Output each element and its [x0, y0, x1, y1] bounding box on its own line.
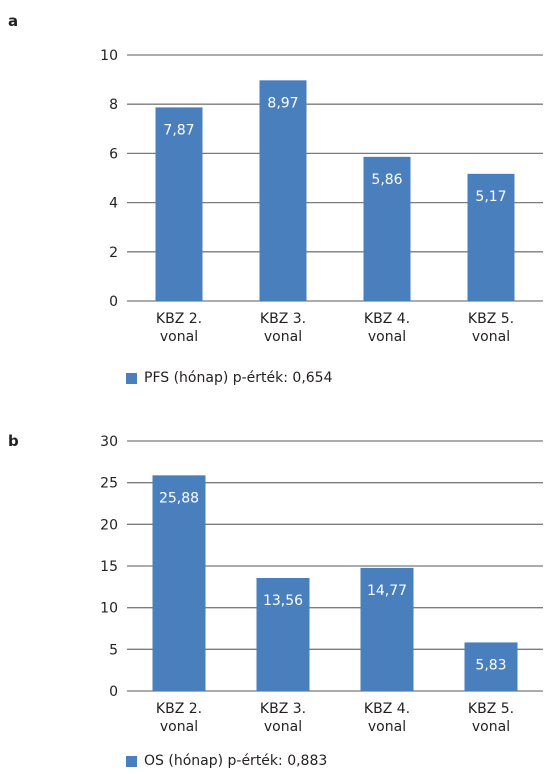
chart-a-bar-0 — [155, 107, 203, 301]
chart-b-category-label-0: KBZ 2. vonal — [156, 701, 202, 735]
chart-b-ytick-4: 20 — [100, 517, 118, 533]
chart-b-value-label-3: 5,83 — [475, 657, 506, 673]
chart-a-svg: 0 2 4 6 8 10 7,87 KBZ 2. vonal 8,97 KBZ 3. vonal 5,8… — [100, 48, 543, 345]
chart-a-bar-3 — [467, 173, 515, 301]
panel-letter-a: a — [8, 12, 19, 30]
chart-a-ytick-1: 2 — [109, 245, 118, 261]
chart-b-value-label-1: 13,56 — [263, 593, 303, 609]
chart-a-ytick-4: 8 — [109, 97, 118, 113]
chart-panel-b: b 0 5 10 15 20 25 30 25,88 KBZ 2. vonal 13,56 KBZ 3… — [0, 420, 546, 774]
chart-b-category-label-3: KBZ 5. vonal — [468, 701, 514, 735]
chart-b-ytick-1: 5 — [109, 642, 118, 658]
chart-b-bar-1 — [256, 578, 310, 691]
chart-a-value-label-0: 7,87 — [163, 122, 194, 138]
legend-swatch-b — [126, 755, 137, 767]
chart-b-category-label-1: KBZ 3. vonal — [260, 701, 306, 735]
chart-a-ytick-5: 10 — [100, 48, 118, 64]
chart-b-value-label-2: 14,77 — [367, 583, 407, 599]
legend-label-b: OS (hónap) p-érték: 0,883 — [144, 753, 328, 769]
chart-a-category-label-0: KBZ 2. vonal — [156, 311, 202, 345]
chart-a-value-label-1: 8,97 — [267, 95, 298, 111]
panel-letter-b: b — [8, 432, 19, 450]
chart-b-category-label-2: KBZ 4. vonal — [364, 701, 410, 735]
legend-swatch-a — [126, 372, 137, 384]
chart-b-svg: 0 5 10 15 20 25 30 25,88 KBZ 2. vonal 13,56 KBZ 3. v… — [100, 434, 543, 735]
chart-b-value-label-0: 25,88 — [159, 490, 199, 506]
legend-b: OS (hónap) p-érték: 0,883 — [126, 753, 327, 769]
chart-a-category-label-2: KBZ 4. vonal — [364, 311, 410, 345]
chart-a-value-label-2: 5,86 — [371, 172, 402, 188]
chart-b-bar-3 — [464, 642, 518, 691]
legend-label-a: PFS (hónap) p-érték: 0,654 — [144, 370, 333, 386]
chart-b-bar-2 — [360, 567, 414, 691]
chart-a-value-label-3: 5,17 — [475, 189, 506, 205]
chart-a-ytick-2: 4 — [109, 196, 118, 212]
chart-b-ytick-2: 10 — [100, 601, 118, 617]
chart-a-category-label-3: KBZ 5. vonal — [468, 311, 514, 345]
chart-b-ytick-0: 0 — [109, 684, 118, 700]
chart-a-bar-1 — [259, 80, 307, 301]
chart-a-category-label-1: KBZ 3. vonal — [260, 311, 306, 345]
chart-a-ytick-0: 0 — [109, 294, 118, 310]
chart-panel-a: a 0 2 4 6 8 10 7,87 KBZ 2. vonal 8,97 KBZ 3. vonal 5… — [8, 12, 543, 386]
chart-a-ytick-3: 6 — [109, 146, 118, 162]
chart-a-bar-2 — [363, 156, 411, 301]
chart-b-ytick-3: 15 — [100, 559, 118, 575]
chart-b-ytick-5: 25 — [100, 476, 118, 492]
legend-a: PFS (hónap) p-érték: 0,654 — [126, 370, 333, 386]
chart-b-bar-0 — [152, 475, 206, 691]
chart-b-ytick-6: 30 — [100, 434, 118, 450]
